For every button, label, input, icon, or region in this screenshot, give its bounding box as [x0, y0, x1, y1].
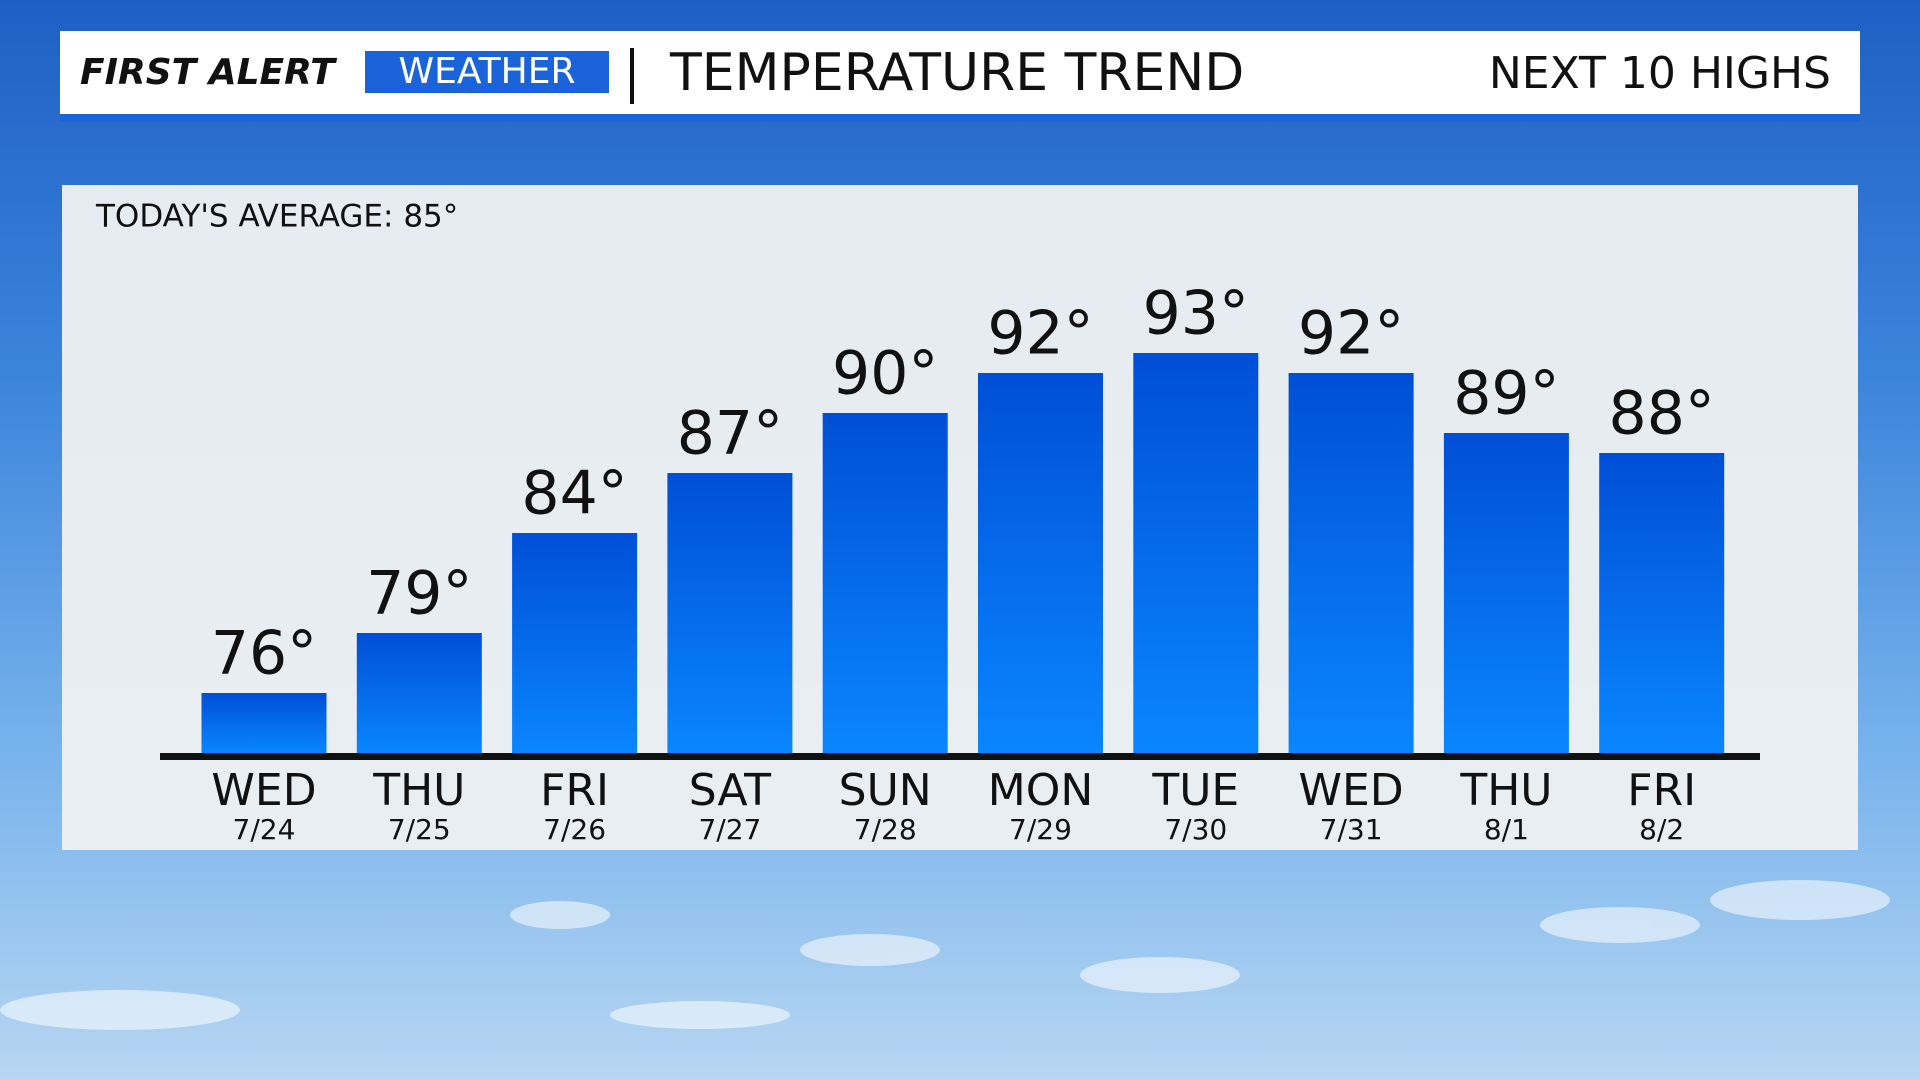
value-label: 93° [1143, 279, 1249, 349]
brand-box [365, 51, 609, 93]
x-tick-label: SAT [689, 765, 771, 816]
clouds [0, 880, 1890, 1030]
bar [1443, 433, 1569, 753]
x-date-label: 7/31 [1320, 813, 1383, 846]
plot: 76°WED7/2479°THU7/2584°FRI7/2687°SAT7/27… [201, 279, 1725, 846]
value-label: 92° [1298, 299, 1404, 369]
x-date-label: 7/25 [388, 813, 451, 846]
divider [630, 48, 634, 104]
x-tick-label: THU [1459, 765, 1552, 816]
header-title: TEMPERATURE TREND [669, 43, 1244, 103]
x-date-label: 7/30 [1164, 813, 1227, 846]
value-label: 87° [677, 399, 783, 469]
bar [822, 413, 948, 753]
x-date-label: 8/1 [1484, 813, 1529, 846]
x-date-label: 7/26 [543, 813, 606, 846]
panel [62, 185, 1858, 850]
header-bar [60, 31, 1860, 120]
x-tick-label: WED [211, 765, 316, 816]
value-label: 84° [521, 459, 627, 529]
bar [1133, 353, 1259, 753]
brand-second: WEATHER [399, 51, 576, 92]
baseline [160, 753, 1760, 760]
x-date-label: 7/29 [1009, 813, 1072, 846]
value-label: 92° [987, 299, 1093, 369]
x-date-label: 8/2 [1639, 813, 1684, 846]
x-tick-label: TUE [1151, 765, 1239, 816]
header-right: NEXT 10 HIGHS [1489, 48, 1831, 99]
bar [978, 373, 1103, 753]
x-date-label: 7/28 [854, 813, 917, 846]
bar [512, 533, 638, 753]
bar [356, 633, 482, 753]
x-tick-label: SUN [839, 765, 932, 816]
x-date-label: 7/24 [233, 813, 296, 846]
x-tick-label: FRI [1627, 765, 1696, 816]
value-label: 76° [211, 619, 317, 689]
value-label: 88° [1609, 379, 1715, 449]
value-label: 89° [1453, 359, 1559, 429]
bar [1599, 453, 1725, 753]
value-label: 79° [366, 559, 472, 629]
x-tick-label: FRI [540, 765, 609, 816]
x-tick-label: MON [988, 765, 1094, 816]
brand-first: FIRST ALERT [80, 52, 337, 93]
header-stripe [60, 114, 1860, 122]
subtitle: TODAY'S AVERAGE: 85° [95, 199, 458, 235]
bar [201, 693, 327, 753]
value-label: 90° [832, 339, 938, 409]
x-tick-label: THU [372, 765, 465, 816]
x-date-label: 7/27 [698, 813, 761, 846]
bar [667, 473, 793, 753]
bar [1288, 373, 1414, 753]
x-tick-label: WED [1299, 765, 1404, 816]
